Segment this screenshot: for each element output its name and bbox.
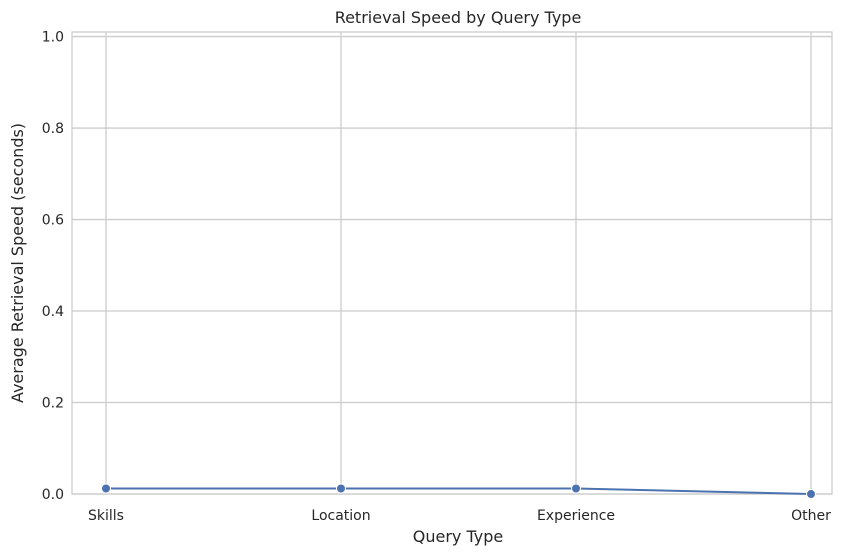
y-tick-label: 0.4 — [42, 304, 64, 320]
y-tick-label: 0.2 — [42, 396, 64, 412]
data-point — [336, 483, 346, 494]
series-line — [106, 487, 812, 495]
y-tick-label: 0.6 — [42, 213, 64, 229]
y-tick-labels: 0.0 0.2 0.4 0.6 0.8 1.0 — [42, 30, 64, 503]
x-tick-labels: Skills Location Experience Other — [88, 508, 831, 524]
y-tick-label: 1.0 — [42, 30, 64, 46]
data-point — [806, 489, 816, 499]
y-tick-label: 0.0 — [42, 487, 64, 503]
x-tick-label: Skills — [88, 508, 124, 524]
x-axis-label: Query Type — [413, 527, 503, 546]
y-axis-label: Average Retrieval Speed (seconds) — [8, 123, 27, 403]
x-tick-label: Other — [791, 508, 831, 524]
grid-lines — [72, 32, 832, 495]
data-point — [571, 483, 581, 494]
plot-frame — [71, 31, 833, 495]
series-layer — [101, 483, 816, 499]
y-tick-label: 0.8 — [42, 121, 64, 137]
data-point — [101, 483, 111, 494]
x-tick-label: Experience — [537, 508, 615, 524]
x-tick-label: Location — [311, 508, 370, 524]
chart-title: Retrieval Speed by Query Type — [335, 8, 582, 27]
